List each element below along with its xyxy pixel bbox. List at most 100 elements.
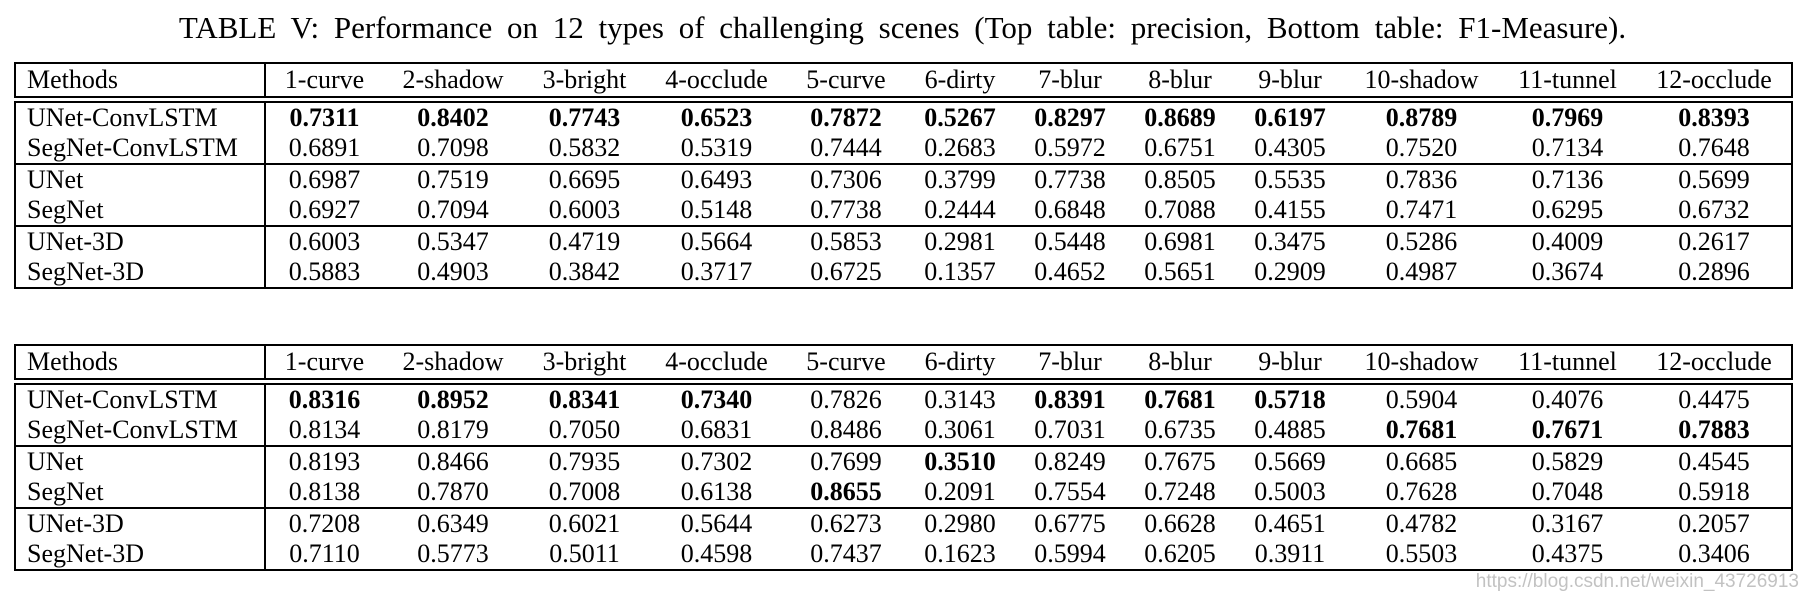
value-cell: 0.6138 [680, 477, 753, 506]
value-cell: 0.5448 [1015, 225, 1125, 257]
value-cell: 0.7444 [810, 133, 882, 162]
value-cell: 0.7088 [1144, 195, 1216, 224]
table-row: SegNet-3D 0.5883 0.4903 0.3842 0.3717 0.6725 0… [15, 257, 1792, 288]
value-cell: 0.5651 [1144, 257, 1216, 286]
value-cell: 0.8393 [1678, 103, 1750, 132]
value-cell: 0.6003 [548, 195, 621, 224]
value-cell: 0.8134 [288, 415, 361, 444]
method-cell: UNet [15, 163, 266, 195]
header-row: Methods 1-curve 2-shadow 3-bright 4-occlude 5… [15, 345, 1792, 385]
column-header-scene-12: 12-occlude [1637, 63, 1792, 103]
column-header-scene-6: 6-dirty [905, 345, 1015, 385]
column-header-scene-10: 10-shadow [1345, 63, 1498, 103]
table-row: UNet-3D 0.6003 0.5347 0.4719 0.5664 0.5853 0.2… [15, 225, 1792, 257]
method-cell: SegNet-3D [15, 257, 266, 288]
column-header-scene-5: 5-curve [787, 345, 905, 385]
value-cell: 0.2091 [924, 477, 996, 506]
column-header-scene-2: 2-shadow [383, 63, 523, 103]
value-cell: 0.7110 [289, 539, 360, 568]
table-row: UNet 0.8193 0.8466 0.7935 0.7302 0.7699 0.3510… [15, 445, 1792, 477]
value-cell: 0.5904 [1385, 385, 1458, 414]
value-cell: 0.6021 [523, 507, 646, 539]
value-cell: 0.2981 [905, 225, 1015, 257]
value-cell: 0.7048 [1531, 477, 1604, 506]
value-cell: 0.4885 [1254, 415, 1326, 444]
precision-table-body: UNet-ConvLSTM 0.7311 0.8402 0.7743 0.6523 0.7… [15, 99, 1792, 288]
f1-measure-table: Methods 1-curve 2-shadow 3-bright 4-occlude 5… [14, 344, 1793, 571]
value-cell: 0.7743 [548, 103, 621, 132]
column-header-scene-10: 10-shadow [1345, 345, 1498, 385]
value-cell: 0.4009 [1498, 225, 1637, 257]
value-cell: 0.3842 [548, 257, 621, 286]
value-cell: 0.6003 [265, 225, 383, 257]
value-cell: 0.7136 [1498, 163, 1637, 195]
value-cell: 0.6732 [1678, 195, 1750, 224]
column-header-scene-11: 11-tunnel [1498, 63, 1637, 103]
value-cell: 0.5883 [288, 257, 361, 286]
value-cell: 0.5853 [787, 225, 905, 257]
value-cell: 0.8179 [417, 415, 489, 444]
value-cell: 0.3167 [1498, 507, 1637, 539]
value-cell: 0.7094 [417, 195, 489, 224]
value-cell: 0.8486 [810, 415, 882, 444]
value-cell: 0.8952 [417, 385, 489, 414]
precision-table: Methods 1-curve 2-shadow 3-bright 4-occlude 5… [14, 62, 1793, 289]
value-cell: 0.7836 [1345, 163, 1498, 195]
column-header-scene-5: 5-curve [787, 63, 905, 103]
value-cell: 0.6891 [288, 133, 361, 162]
value-cell: 0.4651 [1235, 507, 1345, 539]
value-cell: 0.8138 [288, 477, 361, 506]
column-header-scene-3: 3-bright [523, 63, 646, 103]
value-cell: 0.5718 [1254, 385, 1326, 414]
header-row: Methods 1-curve 2-shadow 3-bright 4-occlude 5… [15, 63, 1792, 103]
column-header-scene-7: 7-blur [1015, 345, 1125, 385]
value-cell: 0.7306 [787, 163, 905, 195]
method-cell: UNet [15, 445, 266, 477]
value-cell: 0.2683 [924, 133, 996, 162]
value-cell: 0.7248 [1144, 477, 1216, 506]
value-cell: 0.8341 [548, 385, 621, 414]
value-cell: 0.5918 [1678, 477, 1750, 506]
table-row: SegNet-ConvLSTM 0.8134 0.8179 0.7050 0.6831 0… [15, 415, 1792, 446]
method-cell: UNet-3D [15, 507, 266, 539]
value-cell: 0.7883 [1678, 415, 1750, 444]
f1-measure-table-header: Methods 1-curve 2-shadow 3-bright 4-occlude 5… [15, 345, 1792, 385]
value-cell: 0.2617 [1637, 225, 1792, 257]
value-cell: 0.6685 [1345, 445, 1498, 477]
value-cell: 0.6349 [383, 507, 523, 539]
value-cell: 0.7675 [1125, 445, 1235, 477]
value-cell: 0.6848 [1034, 195, 1106, 224]
value-cell: 0.3061 [924, 415, 996, 444]
column-header-scene-2: 2-shadow [383, 345, 523, 385]
column-header-scene-4: 4-occlude [646, 63, 787, 103]
value-cell: 0.8391 [1034, 385, 1106, 414]
value-cell: 0.7031 [1034, 415, 1106, 444]
value-cell: 0.4155 [1254, 195, 1326, 224]
value-cell: 0.7870 [417, 477, 489, 506]
value-cell: 0.6523 [680, 103, 753, 132]
value-cell: 0.6775 [1015, 507, 1125, 539]
column-header-scene-8: 8-blur [1125, 63, 1235, 103]
table-row: SegNet 0.8138 0.7870 0.7008 0.6138 0.8655 0.20… [15, 477, 1792, 508]
value-cell: 0.5664 [646, 225, 787, 257]
value-cell: 0.5319 [680, 133, 753, 162]
table-row: SegNet-ConvLSTM 0.6891 0.7098 0.5832 0.5319 0… [15, 133, 1792, 164]
value-cell: 0.7826 [810, 385, 882, 414]
value-cell: 0.8249 [1015, 445, 1125, 477]
column-header-scene-12: 12-occlude [1637, 345, 1792, 385]
value-cell: 0.4545 [1637, 445, 1792, 477]
table-row: UNet 0.6987 0.7519 0.6695 0.6493 0.7306 0.3799… [15, 163, 1792, 195]
method-cell: SegNet-ConvLSTM [15, 415, 266, 446]
value-cell: 0.2980 [905, 507, 1015, 539]
value-cell: 0.7738 [810, 195, 882, 224]
value-cell: 0.5347 [383, 225, 523, 257]
column-header-methods: Methods [15, 345, 266, 385]
value-cell: 0.6205 [1144, 539, 1216, 568]
value-cell: 0.6831 [680, 415, 753, 444]
table-row: UNet-ConvLSTM 0.8316 0.8952 0.8341 0.7340 0.7… [15, 381, 1792, 415]
value-cell: 0.5994 [1034, 539, 1106, 568]
value-cell: 0.5773 [417, 539, 489, 568]
value-cell: 0.7681 [1385, 415, 1458, 444]
method-cell: SegNet-3D [15, 539, 266, 570]
value-cell: 0.1623 [924, 539, 996, 568]
